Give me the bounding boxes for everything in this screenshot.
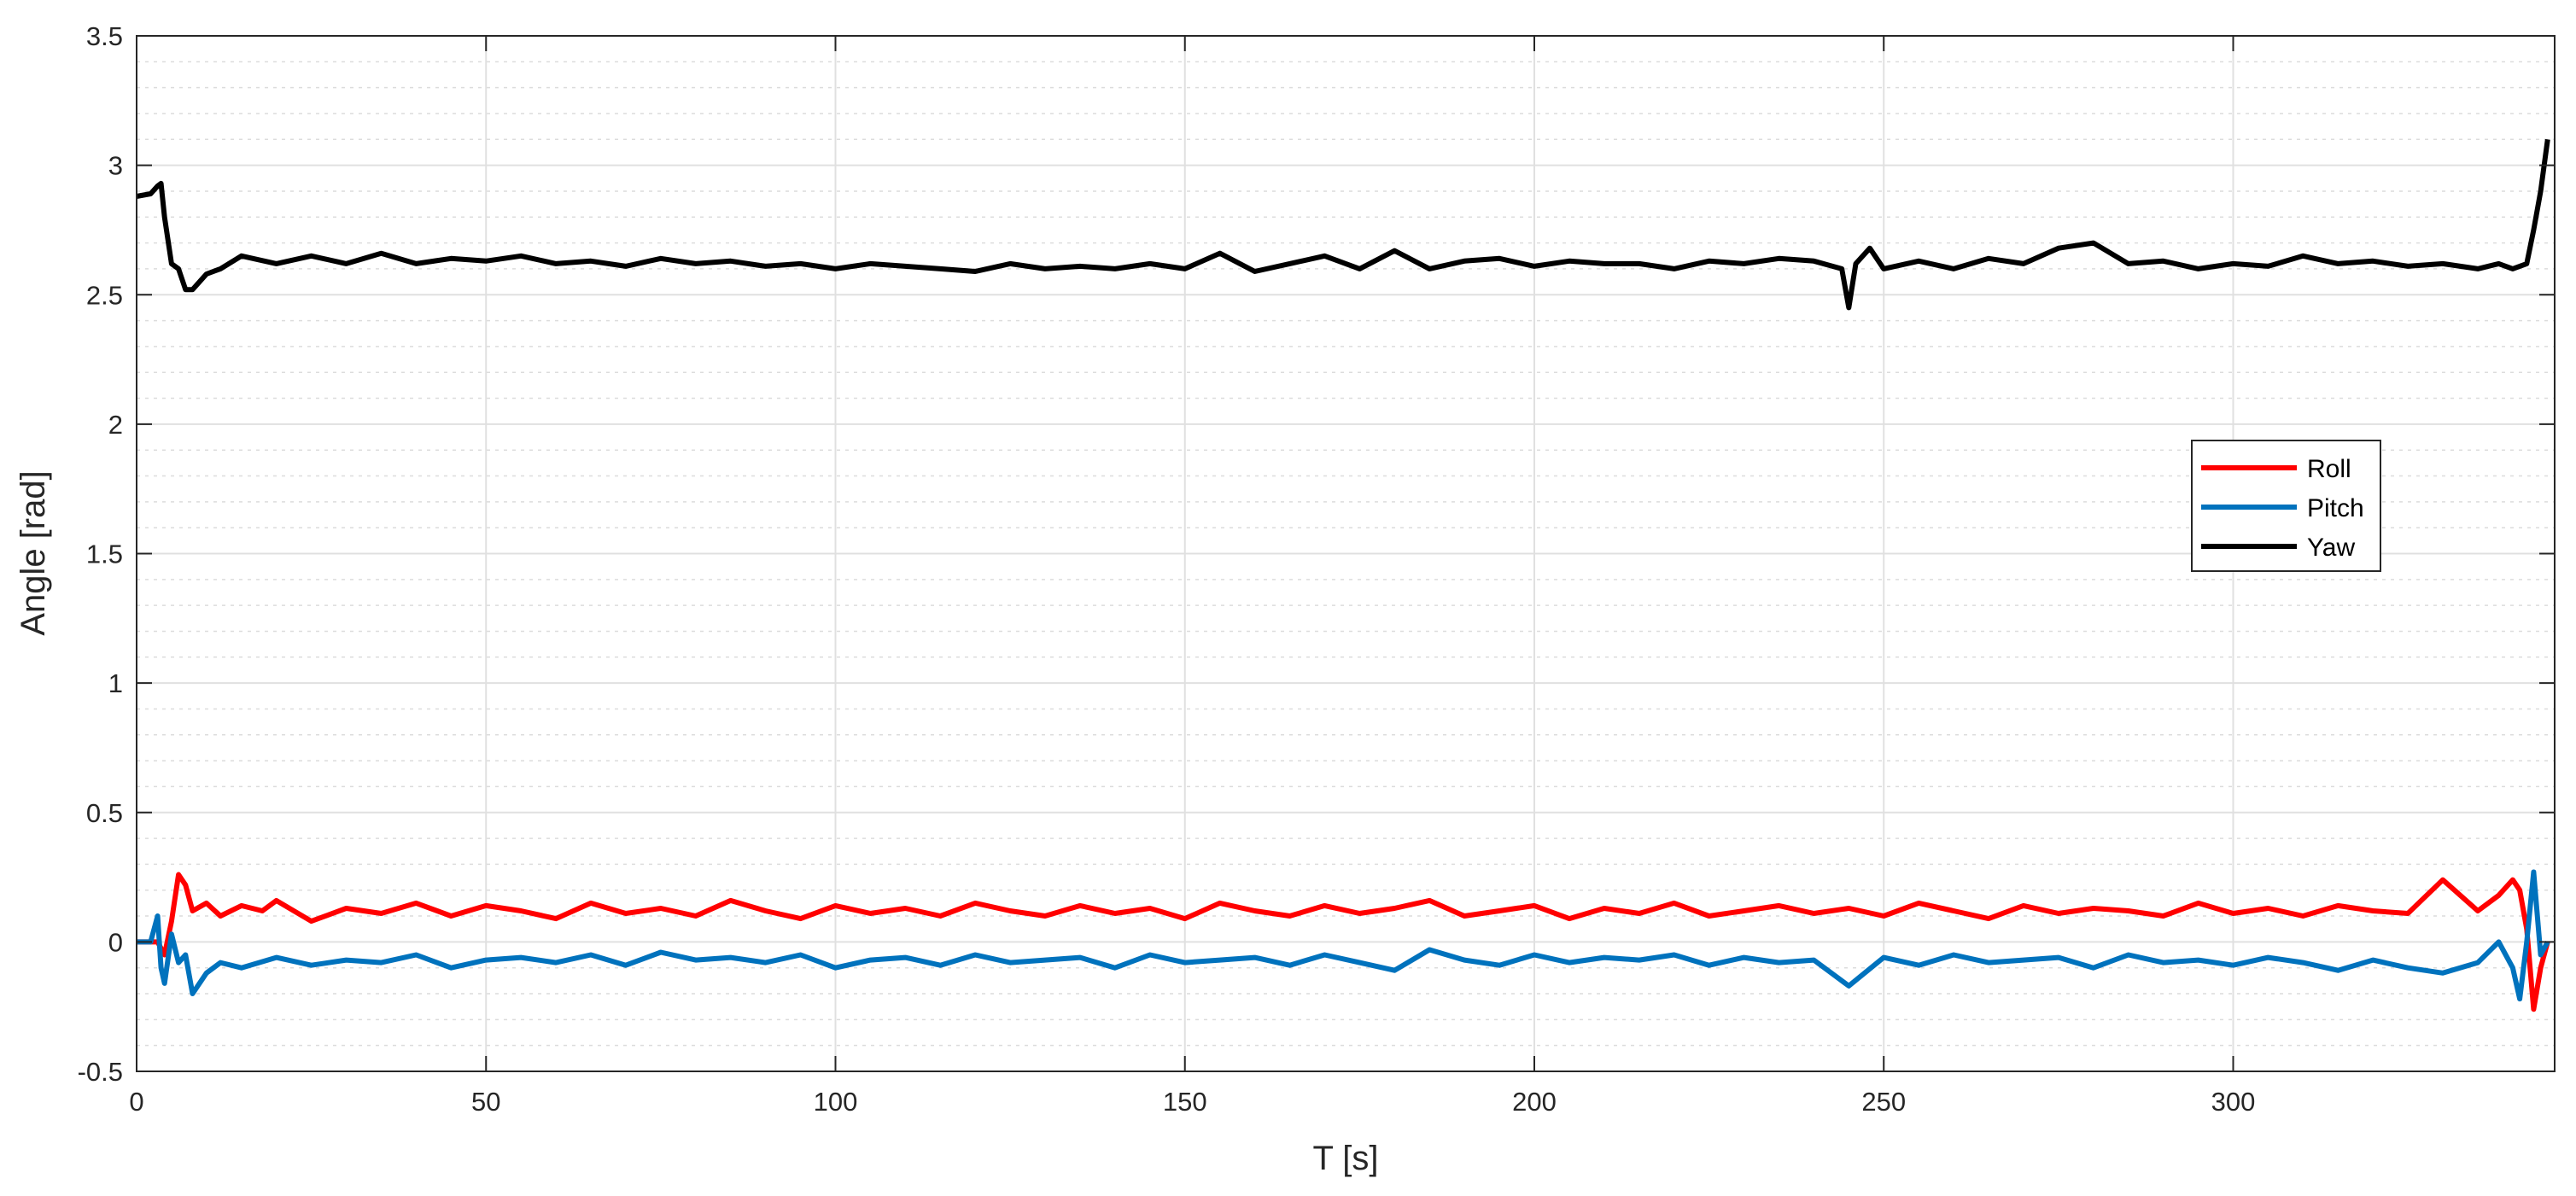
y-tick-label: 2.5	[86, 280, 123, 310]
x-tick-label: 300	[2211, 1087, 2256, 1117]
y-tick-label: 2	[108, 410, 123, 440]
x-axis-label: T [s]	[1312, 1140, 1378, 1177]
y-tick-label: 3.5	[86, 21, 123, 51]
y-tick-label: 0	[108, 927, 123, 957]
tick-marks	[136, 35, 2555, 1072]
y-tick-label: 3	[108, 151, 123, 181]
legend-label-roll: Roll	[2307, 455, 2351, 483]
x-tick-label: 250	[1861, 1087, 1906, 1117]
x-tick-label: 0	[129, 1087, 143, 1117]
legend-label-yaw: Yaw	[2307, 534, 2355, 562]
series-line-roll	[137, 872, 2550, 1012]
x-tick-labels: 0 50 100 150 200 250 300	[129, 1087, 2255, 1117]
series-line-pitch	[137, 869, 2550, 1002]
y-tick-label: 1.5	[86, 540, 123, 569]
x-tick-label: 200	[1512, 1087, 1557, 1117]
legend-label-pitch: Pitch	[2307, 494, 2364, 522]
x-tick-label: 50	[471, 1087, 500, 1117]
x-tick-label: 150	[1163, 1087, 1207, 1117]
legend: Roll Pitch Yaw	[2191, 440, 2381, 572]
y-tick-label: 0.5	[86, 798, 123, 828]
series-layer	[136, 138, 2550, 1012]
y-tick-label: 1	[108, 668, 123, 698]
y-tick-label: -0.5	[78, 1057, 123, 1087]
x-tick-label: 100	[814, 1087, 858, 1117]
y-axis-label: Angle [rad]	[15, 470, 52, 635]
series-line-yaw	[136, 138, 2550, 311]
minor-grid	[137, 61, 2555, 1047]
y-tick-labels: -0.5 0 0.5 1 1.5 2 2.5 3 3.5	[78, 21, 123, 1087]
